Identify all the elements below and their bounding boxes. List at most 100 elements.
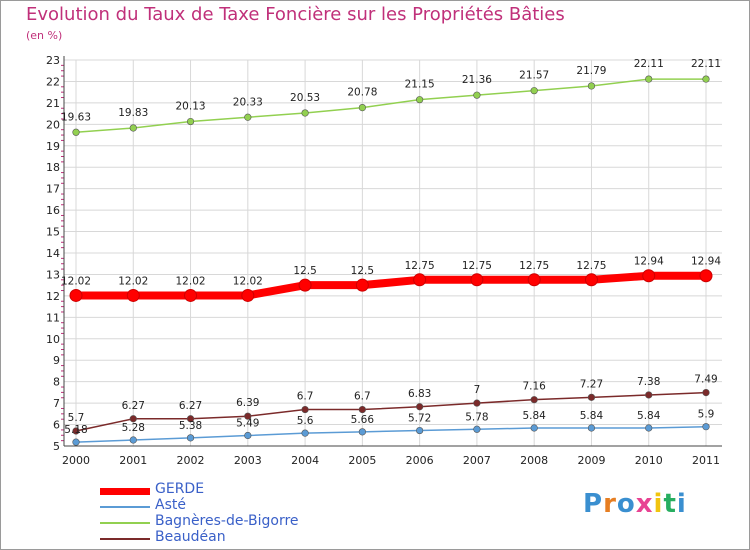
data-label-gerde: 12.75	[462, 260, 492, 272]
series-line-gerde	[76, 271, 706, 300]
data-point-beaudean	[530, 396, 538, 404]
data-label-beaudean: 5.7	[68, 412, 85, 424]
x-tick-label: 2011	[692, 454, 720, 467]
data-label-gerde: 12.75	[576, 260, 606, 272]
data-point-beaudean	[587, 393, 596, 401]
data-point-bagneres-de-bigorre	[645, 75, 653, 83]
data-point-gerde	[642, 269, 656, 283]
data-label-bagneres-de-bigorre: 19.83	[118, 107, 148, 119]
legend-swatch	[100, 522, 150, 524]
legend-swatch	[100, 538, 150, 540]
data-label-bagneres-de-bigorre: 20.13	[176, 101, 206, 113]
y-tick-label: 8	[53, 376, 60, 389]
data-point-aste	[645, 424, 653, 432]
data-point-beaudean	[301, 405, 309, 414]
y-tick-label: 7	[53, 397, 60, 410]
data-point-bagneres-de-bigorre	[72, 128, 80, 136]
data-label-gerde: 12.94	[691, 256, 721, 268]
data-point-aste	[473, 425, 481, 433]
y-tick-label: 23	[46, 54, 60, 67]
data-label-beaudean: 7.49	[694, 374, 717, 386]
data-label-beaudean: 7.27	[580, 378, 603, 390]
x-tick-label: 2006	[406, 454, 434, 467]
data-point-gerde	[413, 273, 427, 287]
data-label-aste: 5.72	[408, 413, 431, 425]
data-label-aste: 5.84	[637, 410, 661, 422]
data-label-bagneres-de-bigorre: 22.11	[691, 58, 721, 70]
data-label-beaudean: 6.7	[354, 391, 371, 403]
data-label-gerde: 12.75	[405, 260, 435, 272]
data-label-bagneres-de-bigorre: 21.15	[405, 79, 435, 91]
data-point-bagneres-de-bigorre	[358, 104, 366, 112]
data-label-beaudean: 6.7	[297, 391, 314, 403]
data-point-beaudean	[645, 391, 653, 399]
data-point-gerde	[69, 288, 83, 302]
x-tick-label: 2007	[463, 454, 491, 467]
data-point-aste	[587, 424, 596, 432]
data-label-aste: 5.28	[122, 422, 145, 434]
data-label-gerde: 12.02	[61, 275, 91, 287]
y-tick-label: 13	[46, 268, 60, 281]
data-point-bagneres-de-bigorre	[186, 117, 195, 126]
y-tick-label: 10	[46, 333, 60, 346]
data-label-beaudean: 7.16	[522, 381, 546, 393]
data-label-aste: 5.49	[236, 417, 259, 429]
series-line-beaudean	[75, 391, 707, 432]
data-label-aste: 5.38	[179, 420, 202, 432]
y-tick-label: 15	[46, 226, 60, 239]
data-label-gerde: 12.02	[118, 275, 148, 287]
x-tick-label: 2000	[62, 454, 90, 467]
unit-label: (en %)	[26, 29, 63, 42]
logo-letter: r	[603, 489, 617, 519]
legend-label: Asté	[155, 497, 186, 513]
data-label-aste: 5.84	[522, 410, 546, 422]
data-point-beaudean	[72, 427, 80, 435]
logo-letter: t	[663, 489, 677, 519]
data-point-bagneres-de-bigorre	[473, 91, 481, 99]
logo-letter: i	[676, 489, 687, 519]
data-point-gerde	[527, 273, 541, 287]
data-point-gerde	[298, 278, 312, 292]
data-label-aste: 5.9	[698, 409, 715, 421]
data-point-beaudean	[186, 415, 195, 423]
data-point-aste	[530, 424, 538, 432]
x-tick-label: 2004	[291, 454, 319, 467]
data-point-aste	[244, 431, 252, 440]
data-label-bagneres-de-bigorre: 21.79	[576, 65, 606, 77]
data-label-aste: 5.6	[297, 415, 314, 427]
data-label-gerde: 12.75	[519, 260, 549, 272]
data-point-bagneres-de-bigorre	[416, 96, 424, 104]
data-point-gerde	[699, 269, 713, 283]
data-point-beaudean	[473, 399, 481, 407]
series-line-aste	[75, 425, 707, 443]
x-tick-label: 2001	[119, 454, 147, 467]
data-point-aste	[358, 428, 366, 436]
data-label-aste: 5.66	[351, 414, 375, 426]
data-label-bagneres-de-bigorre: 21.57	[519, 70, 549, 82]
y-tick-label: 12	[46, 290, 60, 303]
data-point-bagneres-de-bigorre	[702, 75, 710, 83]
data-point-gerde	[241, 288, 255, 302]
data-point-beaudean	[416, 403, 424, 411]
data-point-aste	[186, 434, 195, 442]
data-point-gerde	[355, 278, 369, 292]
data-point-bagneres-de-bigorre	[244, 113, 252, 121]
data-label-gerde: 12.94	[634, 256, 664, 268]
x-tick-label: 2002	[177, 454, 205, 467]
x-tick-label: 2010	[635, 454, 663, 467]
series-line-bagneres-de-bigorre	[75, 78, 706, 134]
data-point-beaudean	[244, 412, 252, 420]
y-tick-label: 18	[46, 161, 60, 174]
data-point-bagneres-de-bigorre	[530, 87, 538, 95]
y-tick-label: 11	[46, 311, 60, 324]
data-label-gerde: 12.5	[351, 265, 374, 277]
data-label-aste: 5.78	[465, 411, 488, 423]
data-label-aste: 5.18	[64, 424, 87, 436]
data-point-gerde	[470, 273, 484, 287]
x-tick-label: 2003	[234, 454, 262, 467]
data-label-beaudean: 6.27	[122, 400, 145, 412]
y-tick-label: 20	[46, 118, 60, 131]
data-point-aste	[702, 423, 710, 431]
data-label-beaudean: 7.38	[637, 376, 660, 388]
